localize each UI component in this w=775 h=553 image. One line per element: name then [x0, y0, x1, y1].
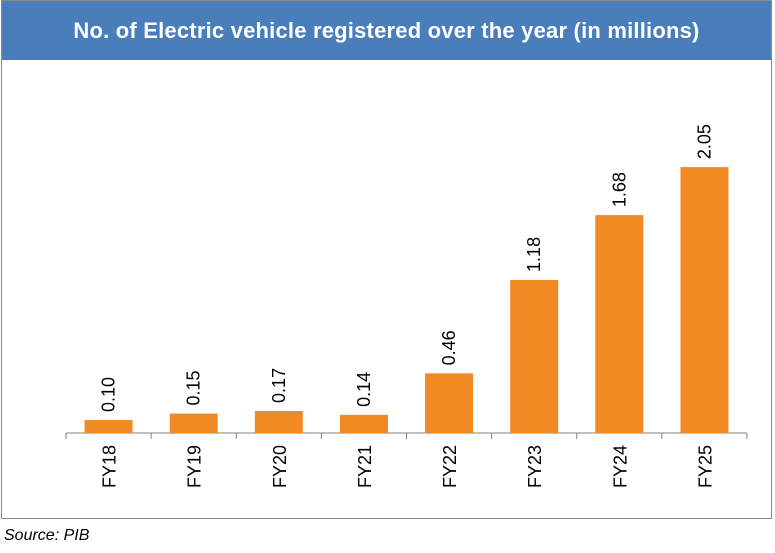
x-tick-label: FY21 — [355, 445, 375, 488]
x-tick-label: FY25 — [695, 445, 715, 488]
x-tick-label: FY18 — [100, 445, 120, 488]
bar-data-label: 0.14 — [354, 372, 374, 407]
x-tick-label: FY24 — [610, 445, 630, 488]
bar — [339, 414, 388, 433]
x-tick-label: FY19 — [185, 445, 205, 488]
bar-data-label: 2.05 — [694, 124, 714, 159]
title-bar: No. of Electric vehicle registered over … — [2, 1, 771, 60]
bar-data-label: 0.10 — [99, 377, 119, 412]
bar — [595, 215, 644, 433]
bar — [680, 167, 729, 434]
bar — [425, 373, 474, 433]
bar-chart: 0.10 FY18 0.15 FY19 0.17 FY20 0.14 FY21 0.46 FY22… — [65, 124, 748, 488]
chart-title: No. of Electric vehicle registered over … — [73, 17, 700, 43]
bar — [84, 420, 133, 433]
bar-data-label: 0.46 — [439, 330, 459, 365]
x-tick-label: FY22 — [440, 445, 460, 488]
bar-data-label: 1.18 — [524, 237, 544, 272]
bar-data-label: 1.68 — [609, 172, 629, 207]
bar — [254, 410, 303, 433]
x-tick-label: FY23 — [525, 445, 545, 488]
bar — [510, 279, 559, 433]
bar-data-label: 0.15 — [184, 370, 204, 405]
bar — [169, 413, 218, 433]
source-note: Source: PIB — [4, 527, 90, 544]
bar-data-label: 0.17 — [269, 368, 289, 403]
x-tick-label: FY20 — [270, 445, 290, 488]
